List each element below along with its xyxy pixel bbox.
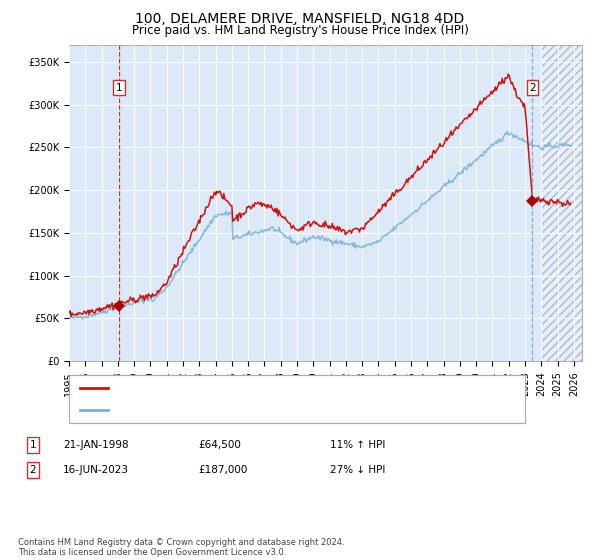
Text: 16-JUN-2023: 16-JUN-2023 — [63, 465, 129, 475]
Text: 1: 1 — [29, 440, 37, 450]
Bar — [541, 45, 582, 361]
Text: 100, DELAMERE DRIVE, MANSFIELD, NG18 4DD: 100, DELAMERE DRIVE, MANSFIELD, NG18 4DD — [136, 12, 464, 26]
Text: £64,500: £64,500 — [198, 440, 241, 450]
Text: Contains HM Land Registry data © Crown copyright and database right 2024.
This d: Contains HM Land Registry data © Crown c… — [18, 538, 344, 557]
Text: 27% ↓ HPI: 27% ↓ HPI — [330, 465, 385, 475]
Text: 1: 1 — [115, 82, 122, 92]
Text: £187,000: £187,000 — [198, 465, 247, 475]
Text: 100, DELAMERE DRIVE, MANSFIELD, NG18 4DD (detached house): 100, DELAMERE DRIVE, MANSFIELD, NG18 4DD… — [112, 383, 453, 393]
Text: 11% ↑ HPI: 11% ↑ HPI — [330, 440, 385, 450]
Text: Price paid vs. HM Land Registry's House Price Index (HPI): Price paid vs. HM Land Registry's House … — [131, 24, 469, 36]
Text: 2: 2 — [29, 465, 37, 475]
Text: HPI: Average price, detached house, Mansfield: HPI: Average price, detached house, Mans… — [112, 405, 355, 416]
Text: 21-JAN-1998: 21-JAN-1998 — [63, 440, 128, 450]
Bar — [541, 45, 582, 361]
Text: 2: 2 — [529, 82, 536, 92]
